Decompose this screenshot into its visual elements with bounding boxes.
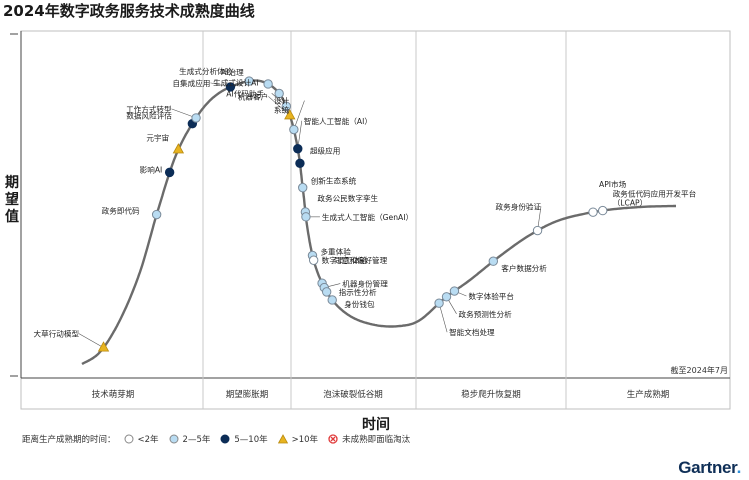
tech-point-11 xyxy=(284,109,296,120)
tech-label-19: 数字员工体验 xyxy=(322,255,368,265)
tech-label-16: 政务公民数字孪生 xyxy=(317,193,378,203)
label-leader xyxy=(293,100,305,130)
tech-label-9: 生成式设计AI xyxy=(213,77,258,87)
tech-point-13 xyxy=(293,144,303,154)
tech-point-6 xyxy=(225,82,236,92)
tech-label-30: 政务低代码应用开发平台（LCAP） xyxy=(613,189,697,208)
tech-label-27: 客户数据分析 xyxy=(501,263,547,273)
tech-label-26: 数字体验平台 xyxy=(468,291,514,301)
tech-label-28: 政务身份验证 xyxy=(496,202,542,212)
label-leader xyxy=(297,120,303,149)
tech-label-7: 生成式分析体验 xyxy=(179,66,233,76)
tech-label-29: API市场 xyxy=(599,179,627,189)
phase-label: 稳步爬升恢复期 xyxy=(461,389,521,400)
tech-label-23: 身份钱包 xyxy=(344,299,375,309)
tech-point-14 xyxy=(295,158,305,168)
tech-label-12: 设计系统 xyxy=(274,96,290,115)
tech-point-26 xyxy=(449,286,460,296)
tech-point-8 xyxy=(263,79,273,89)
tech-label-6: 自集成应用 xyxy=(172,78,210,88)
tech-label-2: 影响AI xyxy=(140,164,163,174)
phase-label: 生产成熟期 xyxy=(627,389,670,400)
hype-curve xyxy=(81,79,676,366)
tech-point-1 xyxy=(151,209,162,220)
tech-point-15 xyxy=(298,182,308,193)
tech-point-27 xyxy=(488,256,498,266)
tech-label-22: 指示性分析 xyxy=(339,287,377,297)
tech-point-5 xyxy=(191,113,201,123)
legend-item-obsolete: 未成熟即面临淘汰 xyxy=(328,433,410,445)
tech-point-7 xyxy=(244,76,254,86)
phase-label: 期望膨胀期 xyxy=(226,389,269,400)
tech-label-20: 同意和偏好管理 xyxy=(334,255,388,265)
tech-point-30 xyxy=(597,205,608,216)
tech-label-15: 创新生态系统 xyxy=(311,176,357,186)
tech-point-25 xyxy=(441,292,452,302)
tech-point-0 xyxy=(97,341,110,352)
tech-label-14: 超级应用 xyxy=(310,145,340,155)
tech-point-23 xyxy=(327,295,337,305)
tech-label-24: 智能文档处理 xyxy=(449,327,495,337)
tech-label-0: 大草行动模型 xyxy=(34,329,80,339)
label-leader xyxy=(78,333,104,348)
y-axis-label: 期望值 xyxy=(5,175,19,225)
tech-point-28 xyxy=(532,225,543,236)
gartner-logo: Gartner. xyxy=(678,458,741,477)
tech-point-3 xyxy=(172,143,185,154)
phase-label: 技术萌芽期 xyxy=(92,389,135,400)
legend-item-5to10: 5—10年 xyxy=(220,433,268,445)
tech-point-9 xyxy=(274,88,284,99)
legend: 距离生产成熟期的时间： <2年 2—5年 5—10年 >10年 未成熟即面临淘汰 xyxy=(22,433,420,445)
tech-label-3: 元宇宙 xyxy=(146,132,169,142)
tech-point-22 xyxy=(321,287,332,297)
phase-label: 泡沫破裂低谷期 xyxy=(323,389,383,400)
tech-label-8: AI治理 xyxy=(221,67,244,77)
as-of-date: 截至2024年7月 xyxy=(671,365,728,375)
x-axis-label: 时间 xyxy=(362,417,390,433)
tech-label-17: 生成式人工智能（GenAI） xyxy=(322,212,413,222)
tech-label-25: 政务预测性分析 xyxy=(459,309,513,319)
tech-point-10 xyxy=(281,101,292,111)
tech-label-1: 政务即代码 xyxy=(102,206,140,216)
tech-label-4: 数据风险评估 xyxy=(126,111,172,121)
tech-point-12 xyxy=(289,124,299,135)
tech-point-29 xyxy=(588,207,598,217)
tech-point-24 xyxy=(434,298,444,308)
tech-label-13: 智能人工智能（AI） xyxy=(304,116,372,126)
legend-title: 距离生产成熟期的时间： xyxy=(22,435,116,445)
tech-label-5: 工作方式转型 xyxy=(126,104,172,114)
legend-item-gt10: >10年 xyxy=(277,433,318,445)
tech-point-2 xyxy=(164,167,175,178)
label-leader xyxy=(438,303,448,333)
tech-label-10: AI代码助手 xyxy=(226,88,264,98)
chart-title: 2024年数字政务服务技术成熟度曲线 xyxy=(3,2,255,20)
label-leader xyxy=(268,96,290,116)
tech-point-19 xyxy=(308,255,319,265)
legend-item-2to5: 2—5年 xyxy=(169,433,210,445)
legend-item-lt2: <2年 xyxy=(124,433,159,445)
tech-label-18: 多重体验 xyxy=(320,246,351,256)
tech-label-11: 机器客户 xyxy=(238,91,268,101)
tech-label-21: 机器身份管理 xyxy=(342,279,388,289)
tech-point-17 xyxy=(301,212,311,222)
